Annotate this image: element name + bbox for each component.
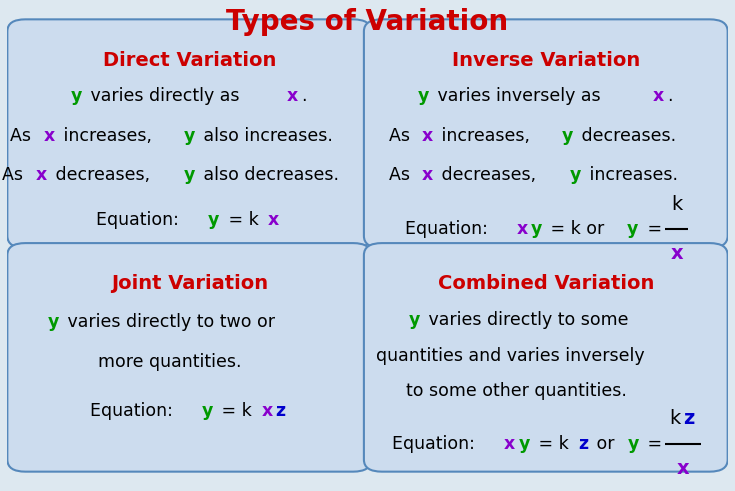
Text: x: x xyxy=(422,127,433,145)
Text: increases,: increases, xyxy=(437,127,536,145)
Text: Equation:: Equation: xyxy=(405,220,493,238)
Text: x: x xyxy=(677,459,689,478)
Text: .: . xyxy=(301,87,306,106)
Text: increases,: increases, xyxy=(58,127,157,145)
Text: y: y xyxy=(562,127,573,145)
Text: .: . xyxy=(667,87,673,106)
Text: As: As xyxy=(2,166,29,184)
Text: y: y xyxy=(47,313,59,331)
Text: x: x xyxy=(653,87,664,106)
Text: Types of Variation: Types of Variation xyxy=(226,8,509,36)
Text: z: z xyxy=(578,435,588,453)
Text: y: y xyxy=(202,402,213,420)
Text: y: y xyxy=(531,220,542,238)
Text: z: z xyxy=(276,402,286,420)
Text: y: y xyxy=(409,311,420,329)
Text: y: y xyxy=(518,435,530,453)
Text: Direct Variation: Direct Variation xyxy=(103,51,276,70)
Text: x: x xyxy=(517,220,528,238)
Text: = k or: = k or xyxy=(545,220,610,238)
Text: decreases,: decreases, xyxy=(50,166,156,184)
Text: increases.: increases. xyxy=(584,166,678,184)
Text: x: x xyxy=(422,166,433,184)
Text: z: z xyxy=(684,409,695,429)
Text: Equation:: Equation: xyxy=(392,435,481,453)
Text: varies inversely as: varies inversely as xyxy=(432,87,606,106)
Text: y: y xyxy=(184,166,195,184)
Text: k: k xyxy=(671,195,682,214)
Text: Joint Variation: Joint Variation xyxy=(111,274,268,294)
Text: =: = xyxy=(642,220,662,238)
Text: Equation:: Equation: xyxy=(90,402,179,420)
Text: y: y xyxy=(71,87,82,106)
Text: x: x xyxy=(43,127,54,145)
Text: y: y xyxy=(628,435,639,453)
Text: or: or xyxy=(591,435,620,453)
Text: decreases,: decreases, xyxy=(437,166,542,184)
Text: also increases.: also increases. xyxy=(198,127,333,145)
Text: Equation:: Equation: xyxy=(96,211,184,228)
Text: = k: = k xyxy=(216,402,252,420)
Text: x: x xyxy=(670,245,683,263)
Text: x: x xyxy=(287,87,298,106)
FancyBboxPatch shape xyxy=(7,243,371,472)
Text: x: x xyxy=(262,402,273,420)
Text: Combined Variation: Combined Variation xyxy=(437,274,654,294)
Text: x: x xyxy=(504,435,515,453)
Text: As: As xyxy=(10,127,37,145)
FancyBboxPatch shape xyxy=(7,19,371,248)
Text: y: y xyxy=(184,127,195,145)
Text: y: y xyxy=(627,220,639,238)
Text: y: y xyxy=(208,211,220,228)
Text: =: = xyxy=(642,435,662,453)
Text: varies directly as: varies directly as xyxy=(85,87,245,106)
FancyBboxPatch shape xyxy=(364,19,728,248)
FancyBboxPatch shape xyxy=(364,243,728,472)
Text: Inverse Variation: Inverse Variation xyxy=(451,51,640,70)
Text: decreases.: decreases. xyxy=(576,127,676,145)
Text: also decreases.: also decreases. xyxy=(198,166,339,184)
Text: more quantities.: more quantities. xyxy=(98,353,242,371)
Text: k: k xyxy=(669,409,680,429)
Text: = k: = k xyxy=(223,211,258,228)
Text: As: As xyxy=(389,127,415,145)
Text: varies directly to some: varies directly to some xyxy=(423,311,628,329)
Text: y: y xyxy=(418,87,429,106)
Text: As: As xyxy=(389,166,415,184)
Text: y: y xyxy=(570,166,581,184)
Text: x: x xyxy=(36,166,47,184)
Text: quantities and varies inversely: quantities and varies inversely xyxy=(376,347,645,365)
Text: = k: = k xyxy=(533,435,568,453)
Text: varies directly to two or: varies directly to two or xyxy=(62,313,275,331)
Text: to some other quantities.: to some other quantities. xyxy=(406,382,627,400)
Text: x: x xyxy=(268,211,279,228)
